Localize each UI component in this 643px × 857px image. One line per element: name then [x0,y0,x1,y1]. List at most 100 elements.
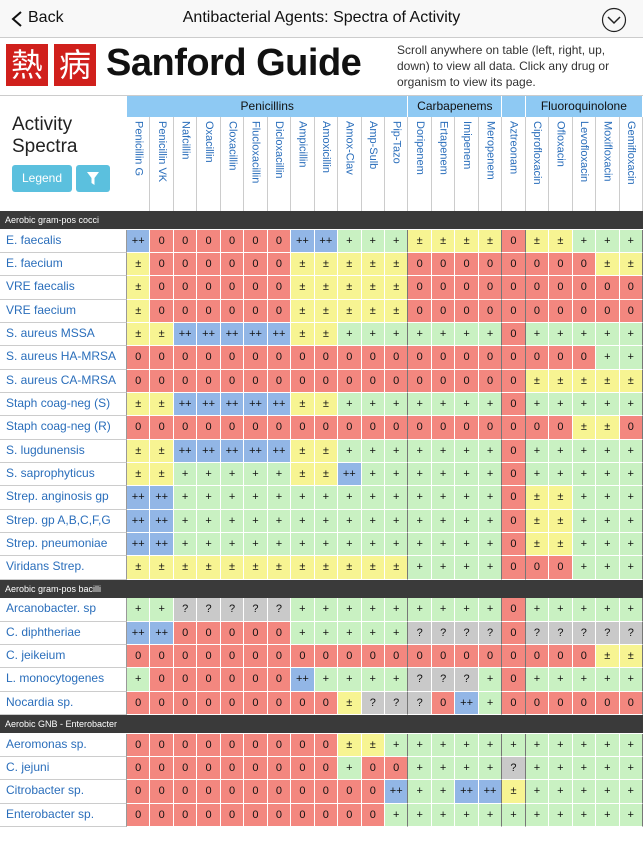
organism[interactable]: S. aureus MSSA [0,322,127,347]
organism[interactable]: Staph coag-neg (S) [0,392,127,417]
organism[interactable]: Nocardia sp. [0,691,127,715]
organism[interactable]: C. jeikeium [0,644,127,669]
activity-cell: 0 [455,644,479,669]
activity-cell: 0 [502,621,526,645]
drug-header[interactable]: Levofloxacin [573,117,597,211]
filter-button[interactable] [76,165,110,192]
activity-cell: + [385,533,409,557]
activity-cell: ± [127,322,151,347]
organism[interactable]: Enterobacter sp. [0,803,127,827]
drug-header[interactable]: Pip-Tazo [385,117,409,211]
activity-cell: + [338,229,362,253]
activity-cell: 0 [244,668,268,692]
activity-cell: 0 [361,803,385,827]
drug-header[interactable]: Meropenem [479,117,503,211]
organism[interactable]: Strep. anginosis gp [0,486,127,510]
legend-button[interactable]: Legend [12,165,72,192]
drug-header[interactable]: Amoxicillin [315,117,339,211]
organism[interactable]: Aeromonas sp. [0,733,127,757]
drug-header[interactable]: Oxacillin [197,117,221,211]
drug-header[interactable]: Aztreonam [502,117,526,211]
activity-cell: + [314,598,339,622]
activity-cell: 0 [267,668,292,692]
activity-cell: + [502,733,526,757]
drug-header[interactable]: Flucloxacillin [244,117,268,211]
drug-header[interactable]: Gemifloxacin [620,117,643,211]
activity-cell: 0 [455,252,479,277]
back-button[interactable]: Back [28,9,64,26]
activity-cell: ++ [127,533,151,557]
organism[interactable]: S. aureus CA-MRSA [0,369,127,393]
drug-header[interactable]: Nafcillin [174,117,198,211]
back-chevron[interactable] [10,10,24,28]
activity-cell: 0 [244,621,268,645]
activity-cell: 0 [502,598,526,622]
organism[interactable]: L. monocytogenes [0,668,127,692]
drug-header[interactable]: Dicloxacillin [268,117,292,211]
activity-cell: 0 [478,276,503,300]
activity-cell: 0 [525,299,550,323]
activity-cell: + [197,486,221,510]
activity-cell: + [455,803,479,827]
activity-cell: ± [431,229,456,253]
organism[interactable]: VRE faecium [0,299,127,323]
menu-button[interactable] [601,7,627,33]
activity-cell: + [197,463,221,487]
activity-cell: ± [291,322,315,347]
activity-cell: 0 [173,229,198,253]
drug-header[interactable]: Amp-Sulb [362,117,385,211]
activity-cell: + [549,392,573,417]
organism[interactable]: VRE faecalis [0,276,127,300]
activity-cell: ± [408,229,432,253]
activity-cell: ± [314,463,339,487]
organism[interactable]: Citrobacter sp. [0,780,127,804]
organism[interactable]: Viridans Strep. [0,556,127,580]
organism[interactable]: S. lugdunensis [0,439,127,463]
activity-cell: 0 [385,756,409,781]
drug-header[interactable]: Ertapenem [432,117,456,211]
activity-cell: 0 [291,733,315,757]
organism[interactable]: E. faecalis [0,229,127,253]
organism[interactable]: S. saprophyticus [0,463,127,487]
activity-cell: + [361,229,385,253]
activity-cell: 0 [173,733,198,757]
drug-header[interactable]: Cloxacillin [221,117,245,211]
drug-header[interactable]: Doripenem [408,117,432,211]
organism[interactable]: S. aureus HA-MRSA [0,346,127,370]
activity-cell: 0 [291,756,315,781]
activity-cell: 0 [385,416,409,440]
organism[interactable]: Arcanobacter. sp [0,598,127,622]
organism[interactable]: E. faecium [0,252,127,277]
organism[interactable]: Staph coag-neg (R) [0,416,127,440]
organism[interactable]: C. jejuni [0,756,127,781]
activity-cell: + [220,533,245,557]
activity-cell: + [549,463,573,487]
drug-header[interactable]: Imipenem [455,117,479,211]
drug-header[interactable]: Penicillin G [127,117,151,211]
activity-cell: ? [455,668,479,692]
activity-cell: 0 [197,299,221,323]
activity-cell: 0 [291,691,315,715]
activity-cell: 0 [478,346,503,370]
organism[interactable]: C. diphtheriae [0,621,127,645]
activity-cell: 0 [572,691,597,715]
activity-cell: ± [525,533,550,557]
drug-header[interactable]: Ampicillin [291,117,315,211]
activity-cell: 0 [408,346,432,370]
activity-cell: 0 [314,416,339,440]
activity-cell: + [173,509,198,534]
activity-cell: + [385,486,409,510]
activity-cell: ± [291,276,315,300]
activity-cell: ++ [197,322,221,347]
organism[interactable]: Strep. gp A,B,C,F,G [0,509,127,534]
activity-cell: 0 [197,276,221,300]
activity-cell: + [338,533,362,557]
drug-header[interactable]: Penicillin VK [150,117,174,211]
drug-header[interactable]: Ofloxacin [549,117,573,211]
drug-header[interactable]: Moxifloxacin [596,117,620,211]
activity-cell: + [338,668,362,692]
drug-header[interactable]: Amox-Clav [338,117,362,211]
drug-header[interactable]: Ciprofloxacin [526,117,550,211]
organism[interactable]: Strep. pneumoniae [0,533,127,557]
activity-cell: + [478,803,503,827]
